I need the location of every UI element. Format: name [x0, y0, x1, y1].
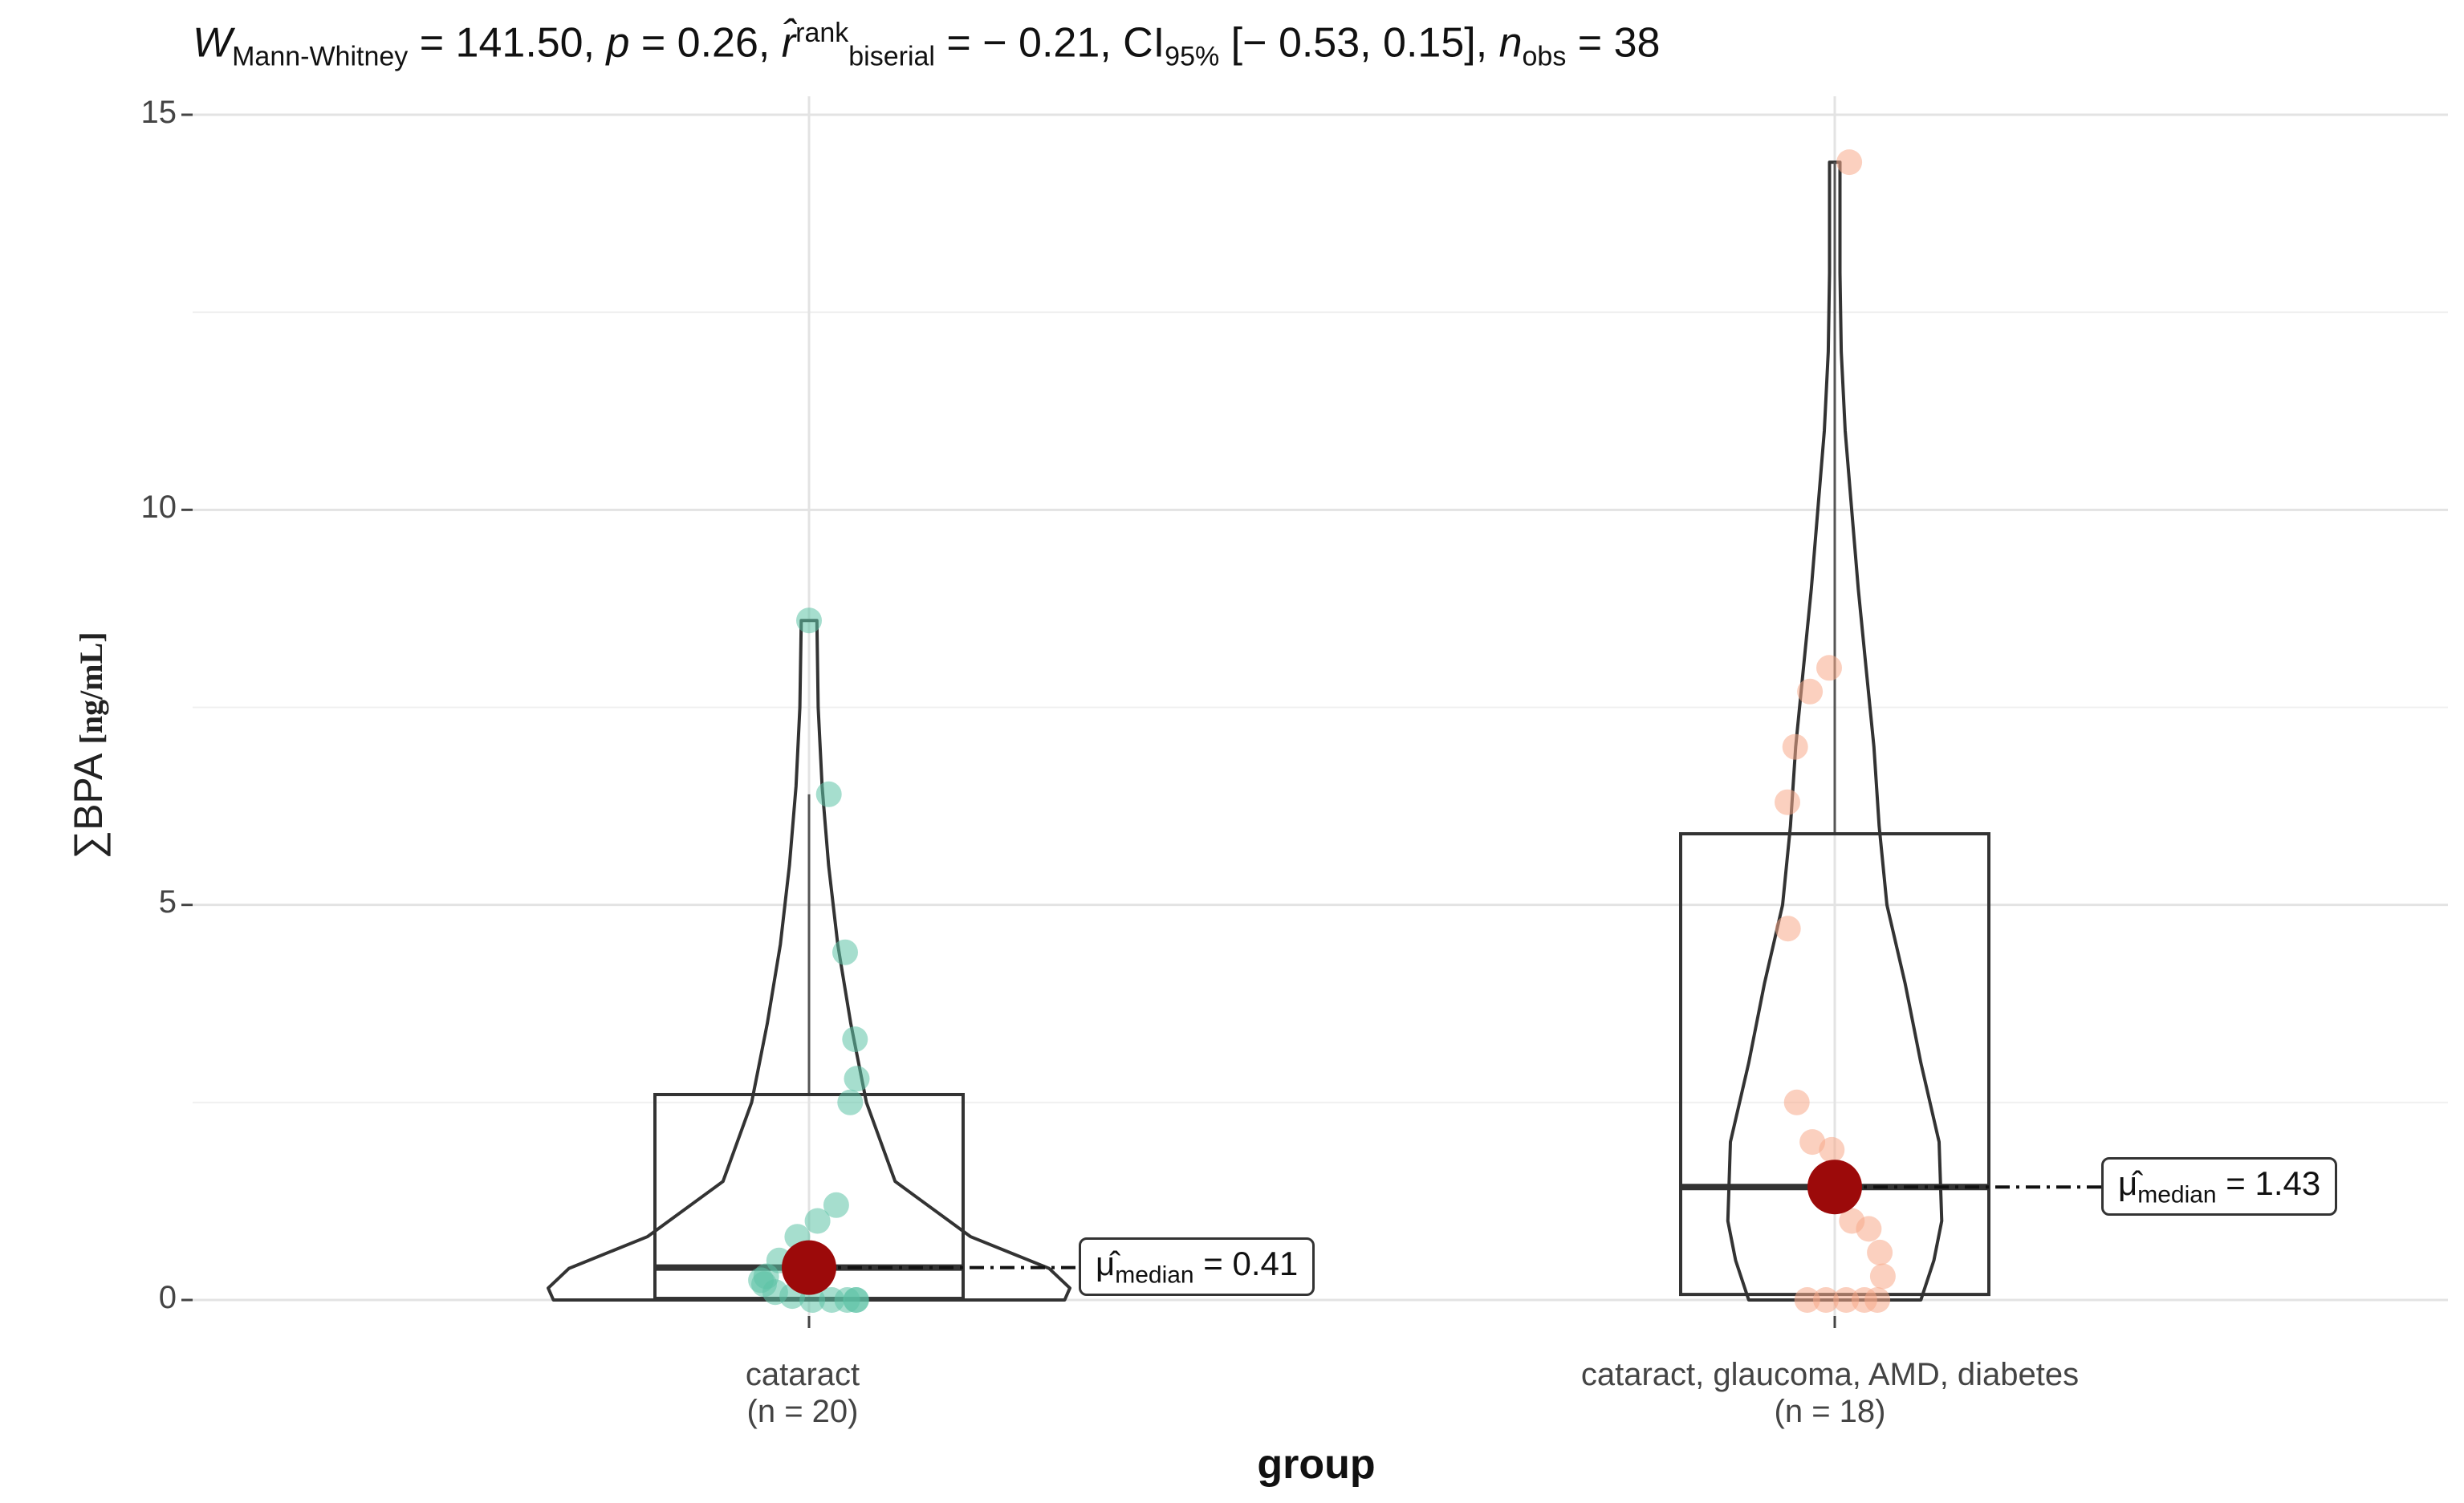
- mu-hat: μ̂: [2118, 1164, 2138, 1202]
- n-value: = 38: [1566, 19, 1661, 67]
- data-point: [1775, 916, 1801, 942]
- data-point: [1836, 149, 1863, 176]
- median-value: = 1.43: [2216, 1164, 2321, 1202]
- y-tick-label: 0: [158, 1280, 177, 1315]
- y-tick-label: 10: [140, 489, 177, 525]
- r-symbol: r̂: [781, 19, 796, 67]
- data-point: [1783, 1089, 1810, 1115]
- p-symbol: p: [606, 19, 630, 67]
- y-axis-label-unit: [ng/mL]: [73, 632, 109, 745]
- data-point: [842, 1026, 868, 1053]
- median-label: μ̂median = 0.41: [1079, 1237, 1315, 1297]
- chart-subtitle: WMann-Whitney = 141.50, p = 0.26, r̂rank…: [193, 18, 1660, 73]
- median-sub: median: [2137, 1181, 2217, 1208]
- data-point: [1782, 733, 1808, 760]
- p-value: = 0.26,: [629, 19, 782, 67]
- data-point: [1813, 1287, 1839, 1313]
- mu-hat: μ̂: [1096, 1245, 1116, 1282]
- data-point: [823, 1192, 849, 1218]
- n-sub: obs: [1522, 41, 1567, 72]
- axis-ticks: [181, 113, 1836, 1328]
- data-point: [843, 1287, 869, 1313]
- violins: [547, 160, 1944, 1302]
- n-symbol: n: [1498, 19, 1523, 67]
- y-tick-label: 5: [158, 884, 177, 920]
- data-point: [1856, 1216, 1882, 1242]
- median-markers: [782, 1160, 2101, 1295]
- r-sub: biserial: [848, 41, 935, 72]
- data-point: [796, 607, 822, 634]
- data-point: [837, 1089, 864, 1115]
- data-point: [1833, 1287, 1860, 1313]
- group-name: cataract: [745, 1357, 860, 1392]
- data-point: [1851, 1287, 1877, 1313]
- r-sup: rank: [795, 18, 849, 48]
- data-point: [804, 1208, 831, 1234]
- data-point: [1794, 1287, 1820, 1313]
- boxplots: [653, 162, 1990, 1301]
- grid-lines: [193, 96, 2448, 1316]
- x-tick-label: cataract, glaucoma, AMD, diabetes (n = 1…: [1429, 1356, 2231, 1430]
- data-points: [748, 149, 1896, 1313]
- y-tick-label: 15: [140, 95, 177, 130]
- data-point: [1819, 1136, 1845, 1163]
- group-n: (n = 20): [746, 1394, 859, 1429]
- data-point: [1775, 789, 1800, 815]
- x-tick-label: cataract (n = 20): [562, 1356, 1043, 1430]
- median-value: = 0.41: [1193, 1245, 1299, 1282]
- median-label: μ̂median = 1.43: [2101, 1157, 2338, 1217]
- group-name: cataract, glaucoma, AMD, diabetes: [1580, 1357, 2080, 1392]
- x-axis-label: group: [1257, 1441, 1376, 1488]
- w-symbol: W: [193, 19, 233, 67]
- data-point: [832, 939, 858, 965]
- data-point: [1799, 1129, 1826, 1156]
- ci-sub: 95%: [1165, 41, 1220, 72]
- ci-value: [− 0.53, 0.15],: [1219, 19, 1499, 67]
- data-point: [1797, 678, 1824, 705]
- violin-outline: [1726, 160, 1944, 1302]
- w-sub: Mann-Whitney: [232, 41, 409, 72]
- r-value: = − 0.21, CI: [934, 19, 1165, 67]
- median-sub: median: [1115, 1261, 1194, 1289]
- median-dot: [782, 1240, 836, 1295]
- data-point: [1869, 1263, 1896, 1290]
- data-point: [815, 781, 842, 807]
- data-point: [1816, 655, 1842, 681]
- data-point: [1867, 1239, 1893, 1265]
- median-dot: [1807, 1160, 1862, 1215]
- y-axis-label: ∑BPA [ng/mL]: [65, 537, 112, 954]
- data-point: [844, 1066, 870, 1092]
- group-n: (n = 18): [1774, 1394, 1886, 1429]
- w-value: = 141.50,: [408, 19, 607, 67]
- y-axis-label-main: ∑BPA: [66, 755, 111, 859]
